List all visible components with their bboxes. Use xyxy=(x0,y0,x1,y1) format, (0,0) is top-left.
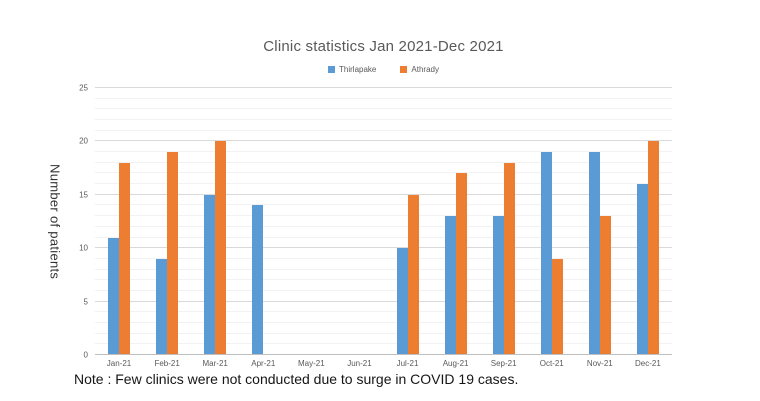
x-tick-label: Jul-21 xyxy=(396,359,419,368)
legend-label: Thirlapake xyxy=(339,65,377,74)
bar-group xyxy=(624,88,672,355)
minor-gridline xyxy=(95,279,672,281)
legend-label: Athrady xyxy=(411,65,439,74)
minor-gridline xyxy=(95,311,672,313)
minor-gridline xyxy=(95,268,672,270)
minor-gridline xyxy=(95,97,672,99)
legend-item: Athrady xyxy=(400,65,439,74)
bar-group xyxy=(480,88,528,355)
legend-item: Thirlapake xyxy=(328,65,376,74)
x-tick-label: Oct-21 xyxy=(539,359,564,368)
x-tick-label: Feb-21 xyxy=(154,359,180,368)
bar-thirlapake xyxy=(636,184,648,355)
x-tick-label: Nov-21 xyxy=(586,359,613,368)
bar-thirlapake xyxy=(492,216,504,355)
major-gridline xyxy=(95,300,672,302)
bar-groups xyxy=(95,88,672,355)
y-axis-tick-labels: 0 5 10 15 20 25 xyxy=(58,84,88,360)
bar-group xyxy=(287,88,335,355)
note-text: Note : Few clinics were not conducted du… xyxy=(74,371,519,387)
bar-group xyxy=(335,88,383,355)
chart-title: Clinic statistics Jan 2021-Dec 2021 xyxy=(263,38,504,55)
minor-gridline xyxy=(95,119,672,121)
minor-gridline xyxy=(95,108,672,110)
x-tick-label: Mar-21 xyxy=(202,359,228,368)
x-tick-label: Dec-21 xyxy=(635,359,661,368)
bar-thirlapake xyxy=(396,248,408,355)
minor-gridline xyxy=(95,321,672,323)
bar-athrady xyxy=(455,173,467,355)
bar-thirlapake xyxy=(588,152,600,355)
bar-group xyxy=(239,88,287,355)
minor-gridline xyxy=(95,161,672,163)
bar-athrady xyxy=(167,152,179,355)
bar-thirlapake xyxy=(204,194,216,355)
major-gridline xyxy=(95,193,672,195)
legend-color-swatch xyxy=(400,66,408,73)
x-tick-label: Apr-21 xyxy=(251,359,276,368)
bar-group xyxy=(95,88,143,355)
y-tick-label: 20 xyxy=(79,136,88,146)
minor-gridline xyxy=(95,172,672,174)
y-tick-label: 10 xyxy=(79,243,88,253)
minor-gridline xyxy=(95,183,672,185)
plot-area xyxy=(95,87,672,355)
minor-gridline xyxy=(95,236,672,238)
bar-group xyxy=(143,88,191,355)
bar-thirlapake xyxy=(444,216,456,355)
minor-gridline xyxy=(95,343,672,345)
x-tick-label: Aug-21 xyxy=(442,359,469,368)
minor-gridline xyxy=(95,204,672,206)
major-gridline xyxy=(95,247,672,249)
x-tick-label: May-21 xyxy=(298,359,325,368)
y-tick-label: 0 xyxy=(83,350,88,360)
bar-group xyxy=(432,88,480,355)
bar-athrady xyxy=(551,258,563,355)
chart-legend: Thirlapake Athrady xyxy=(95,65,672,74)
bar-athrady xyxy=(503,162,515,355)
bar-thirlapake xyxy=(252,205,264,355)
minor-gridline xyxy=(95,332,672,334)
x-tick-label: Sep-21 xyxy=(490,359,517,368)
y-tick-label: 5 xyxy=(83,297,88,307)
y-tick-label: 15 xyxy=(79,190,88,200)
legend-color-swatch xyxy=(328,66,336,73)
y-axis-title: Number of patients xyxy=(47,163,63,280)
major-gridline xyxy=(95,87,672,88)
minor-gridline xyxy=(95,289,672,291)
bar-group xyxy=(191,88,239,355)
bar-thirlapake xyxy=(540,152,552,355)
bar-athrady xyxy=(407,194,419,355)
minor-gridline xyxy=(95,257,672,259)
x-tick-label: Jan-21 xyxy=(106,359,132,368)
minor-gridline xyxy=(95,129,672,131)
bar-athrady xyxy=(647,141,659,355)
bar-group xyxy=(383,88,431,355)
major-gridline xyxy=(95,140,672,142)
x-tick-label: Jun-21 xyxy=(347,359,372,368)
bar-thirlapake xyxy=(108,237,120,355)
minor-gridline xyxy=(95,215,672,217)
bar-athrady xyxy=(119,162,131,355)
bar-athrady xyxy=(215,141,227,355)
y-tick-label: 25 xyxy=(79,83,88,93)
bar-group xyxy=(576,88,624,355)
bar-thirlapake xyxy=(156,258,168,355)
bar-group xyxy=(528,88,576,355)
minor-gridline xyxy=(95,225,672,227)
minor-gridline xyxy=(95,151,672,153)
x-axis-tick-labels: Jan-21 Feb-21 Mar-21 Apr-21 May-21 Jun-21 Jul-… xyxy=(95,359,672,368)
bar-athrady xyxy=(599,216,611,355)
x-axis-line xyxy=(95,354,672,355)
